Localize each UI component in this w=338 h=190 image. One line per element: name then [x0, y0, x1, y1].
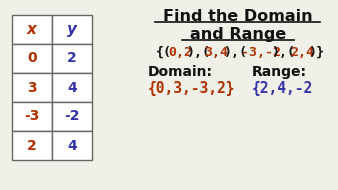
Text: 4: 4 [67, 81, 77, 94]
Text: 3: 3 [27, 81, 37, 94]
Text: 2,4: 2,4 [290, 45, 314, 59]
Bar [12, 131, 52, 160]
Bar [52, 73, 92, 102]
Text: 2: 2 [67, 51, 77, 66]
Text: ),(: ),( [223, 45, 247, 59]
Text: ),(: ),( [271, 45, 295, 59]
Bar [12, 73, 52, 102]
Bar [12, 15, 52, 44]
Bar [52, 102, 92, 131]
Text: Domain:: Domain: [148, 65, 213, 79]
Text: -2: -2 [64, 109, 80, 124]
Text: Range:: Range: [252, 65, 307, 79]
Text: 0,2: 0,2 [168, 45, 192, 59]
Text: {2,4,-2: {2,4,-2 [252, 81, 313, 96]
Text: 3,4: 3,4 [204, 45, 228, 59]
Text: )}: )} [308, 45, 324, 59]
Text: and Range: and Range [190, 27, 286, 42]
Bar [52, 15, 92, 44]
Bar [12, 44, 52, 73]
Bar [12, 102, 52, 131]
Text: x: x [27, 22, 37, 37]
Text: -3,-2: -3,-2 [241, 45, 281, 59]
Text: 0: 0 [27, 51, 37, 66]
Text: 2: 2 [27, 139, 37, 153]
Text: -3: -3 [24, 109, 40, 124]
Text: ),(: ),( [186, 45, 210, 59]
Text: 4: 4 [67, 139, 77, 153]
Text: y: y [67, 22, 77, 37]
Text: {(: {( [156, 45, 172, 59]
Bar [52, 131, 92, 160]
Text: {0,3,-3,2}: {0,3,-3,2} [148, 81, 236, 96]
Text: Find the Domain: Find the Domain [163, 9, 313, 24]
Bar [52, 44, 92, 73]
